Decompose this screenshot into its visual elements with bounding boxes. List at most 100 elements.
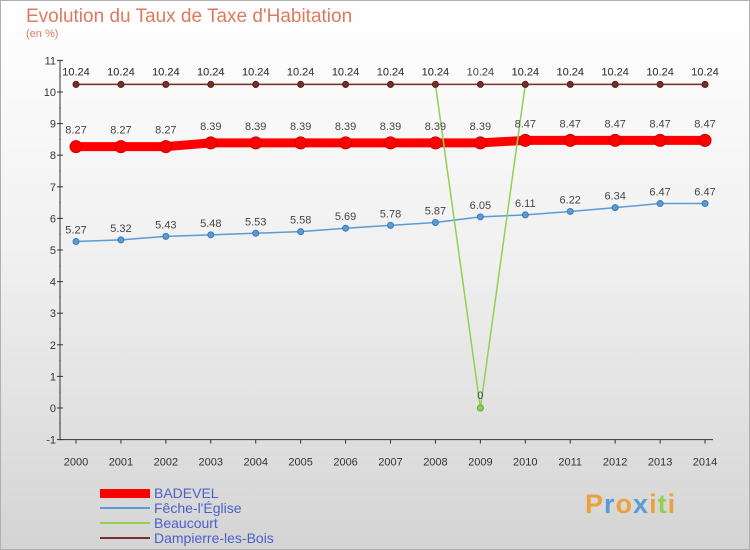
x-tick-label: 2003 [199,457,223,469]
data-label-beaucourt: 10.24 [332,66,360,78]
data-label-feche: 5.78 [380,208,401,220]
legend-swatch-badevel [100,489,150,498]
data-point-dampierre [207,80,215,88]
data-point-dampierre [162,80,170,88]
data-label-badevel: 8.27 [155,125,176,137]
data-label-feche: 6.11 [515,198,536,210]
data-label-beaucourt: 10.24 [197,66,225,78]
y-tick-label: -1 [46,435,56,447]
data-label-beaucourt: 10.24 [152,66,180,78]
proxiti-logo: Proxiti [585,489,676,520]
data-label-beaucourt: 10.24 [62,66,90,78]
legend-item-beaucourt: Beaucourt [100,515,360,531]
legend-swatch-dampierre [100,537,150,539]
data-point-feche [387,221,395,229]
data-label-feche: 5.48 [200,218,221,230]
logo-letter: i [667,489,677,519]
data-point-badevel [294,136,308,150]
legend-label-feche: Fêche-l'Église [154,500,242,516]
logo-letter: o [615,489,634,519]
x-tick-label: 2004 [243,457,267,469]
data-point-badevel [473,136,487,150]
data-point-feche [297,228,305,236]
data-label-beaucourt: 10.24 [107,66,135,78]
data-point-badevel [518,133,532,147]
data-label-dampierre: 10.24 [556,66,584,78]
data-point-badevel [339,136,353,150]
logo-letter: P [585,489,605,519]
data-label-badevel: 8.39 [245,121,266,133]
y-tick-label: 0 [50,403,56,415]
y-tick-label: 4 [50,277,56,289]
data-point-badevel [653,133,667,147]
x-tick-label: 2008 [423,457,447,469]
logo-letter: t [657,489,668,519]
data-label-dampierre: 10.24 [62,66,90,78]
data-label-badevel: 8.47 [694,118,715,130]
data-label-dampierre: 10.24 [197,66,225,78]
data-point-feche [521,211,529,219]
x-tick-label: 2012 [603,457,627,469]
data-point-dampierre [566,80,574,88]
data-point-badevel [249,136,263,150]
data-point-beaucourt [476,404,484,412]
x-tick-label: 2006 [333,457,357,469]
y-tick-label: 7 [50,182,56,194]
data-label-badevel: 8.47 [604,118,625,130]
data-label-badevel: 8.39 [470,121,491,133]
data-label-beaucourt: 10.24 [556,66,584,78]
data-point-badevel [69,140,83,154]
data-point-badevel [563,133,577,147]
legend-label-badevel: BADEVEL [154,485,219,501]
x-tick-label: 2013 [648,457,672,469]
legend-item-dampierre: Dampierre-les-Bois [100,530,360,546]
data-point-dampierre [387,80,395,88]
data-label-beaucourt: 10.24 [377,66,405,78]
data-label-feche: 5.53 [245,216,266,228]
x-tick-label: 2009 [468,457,492,469]
data-label-feche: 5.58 [290,215,311,227]
data-point-feche [72,237,80,245]
x-tick-label: 2001 [109,457,133,469]
legend-item-feche: Fêche-l'Église [100,500,360,516]
y-tick-label: 2 [50,340,56,352]
data-point-feche [701,200,709,208]
data-label-dampierre: 10.24 [287,66,315,78]
data-point-badevel [384,136,398,150]
data-point-dampierre [656,80,664,88]
data-point-badevel [608,133,622,147]
y-tick-label: 1 [50,371,56,383]
x-tick-label: 2010 [513,457,537,469]
y-tick-label: 9 [50,119,56,131]
data-point-badevel [159,140,173,154]
data-label-badevel: 8.39 [200,121,221,133]
data-label-dampierre: 10.24 [107,66,135,78]
data-point-badevel [698,133,712,147]
x-tick-label: 2011 [558,457,582,469]
data-label-dampierre: 10.24 [601,66,629,78]
data-point-feche [207,231,215,239]
data-point-feche [431,219,439,227]
data-label-beaucourt: 10.24 [691,66,719,78]
legend-swatch-beaucourt [100,522,150,524]
data-label-beaucourt: 10.24 [646,66,674,78]
data-label-dampierre: 10.24 [422,66,450,78]
data-point-feche [611,204,619,212]
data-label-feche: 5.43 [155,219,176,231]
data-label-feche: 5.32 [110,223,131,235]
legend-item-badevel: BADEVEL [100,485,360,501]
data-label-badevel: 8.39 [380,121,401,133]
data-point-dampierre [521,80,529,88]
data-point-dampierre [431,80,439,88]
data-label-feche: 5.69 [335,211,356,223]
data-point-feche [656,200,664,208]
x-tick-label: 2007 [378,457,402,469]
data-point-dampierre [252,80,260,88]
x-tick-label: 2000 [64,457,88,469]
x-tick-label: 2002 [154,457,178,469]
y-tick-label: 3 [50,308,56,320]
data-label-feche: 6.05 [470,200,491,212]
data-point-feche [476,213,484,221]
